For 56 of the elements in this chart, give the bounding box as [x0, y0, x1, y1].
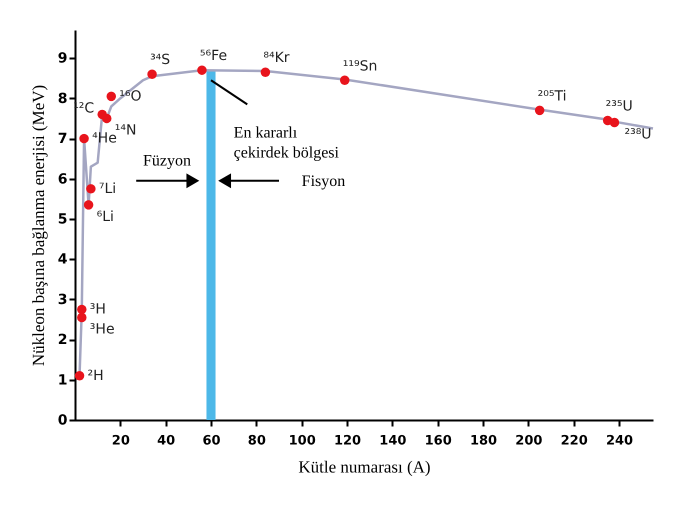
- annotation: ⁷Li: [98, 180, 116, 197]
- y-tick-label: 5: [58, 211, 68, 228]
- y-tick-label: 8: [58, 90, 68, 107]
- point: [77, 312, 87, 322]
- x-tick-label: 60: [202, 434, 221, 448]
- x-tick-label: 20: [112, 434, 130, 448]
- point: [610, 118, 620, 128]
- y-tick-label: 1: [58, 372, 68, 388]
- y-tick-label: 2: [58, 332, 68, 348]
- annotation: ¹⁶O: [119, 88, 142, 104]
- annotation: ¹⁴N: [114, 122, 136, 138]
- annotation: ¹¹⁹Sn: [342, 58, 378, 74]
- annotation: ³⁴S: [150, 52, 170, 68]
- point: [147, 69, 157, 79]
- annotation: ³He: [90, 321, 115, 338]
- x-tick-label: 80: [248, 434, 266, 448]
- y-tick-label: 7: [58, 131, 68, 148]
- point: [77, 304, 87, 314]
- point: [260, 67, 270, 77]
- x-tick-label: 140: [379, 434, 406, 448]
- y-tick-label: 6: [58, 171, 68, 188]
- annotation: ⁵⁶Fe: [200, 48, 228, 64]
- band-label: En kararlı çekirdek bölgesi: [234, 124, 340, 162]
- annotation: ²³⁵U: [606, 98, 633, 114]
- y-tick-label: 9: [58, 50, 68, 67]
- point: [74, 371, 84, 381]
- x-axis-title: Kütle numarası (A): [298, 458, 431, 476]
- point: [79, 134, 89, 144]
- point: [340, 76, 350, 85]
- point: [86, 184, 96, 194]
- point: [106, 92, 116, 102]
- y-axis-title: Nükleon başına bağlanma enerjisi (MeV): [28, 84, 48, 366]
- annotation: ⁸⁴Kr: [263, 50, 290, 66]
- x-tick-label: 240: [606, 434, 634, 448]
- annotation: ⁶Li: [96, 208, 114, 225]
- point: [84, 200, 94, 210]
- x-tick-label: 120: [334, 434, 362, 448]
- annotation: Füzyon: [143, 152, 191, 170]
- x-tick-label: 100: [288, 434, 316, 448]
- annotation: ³H: [90, 301, 106, 318]
- x-tick-label: 160: [424, 434, 452, 448]
- annotation: ²H: [88, 368, 104, 384]
- annotation: ²⁰⁵Ti: [538, 88, 567, 104]
- x-tick-label: 180: [470, 434, 498, 448]
- annotation: Fisyon: [302, 172, 346, 190]
- x-tick-label: 220: [560, 434, 588, 448]
- x-tick-label: 40: [157, 434, 176, 448]
- y-tick-label: 3: [58, 292, 68, 308]
- y-tick-label: 0: [58, 412, 68, 428]
- point: [102, 114, 112, 124]
- annotation: ²³⁸U: [624, 126, 652, 142]
- x-tick-label: 200: [515, 434, 542, 448]
- annotation: ⁴He: [92, 130, 117, 147]
- y-tick-label: 4: [58, 252, 68, 268]
- point: [534, 106, 544, 116]
- point: [197, 65, 207, 75]
